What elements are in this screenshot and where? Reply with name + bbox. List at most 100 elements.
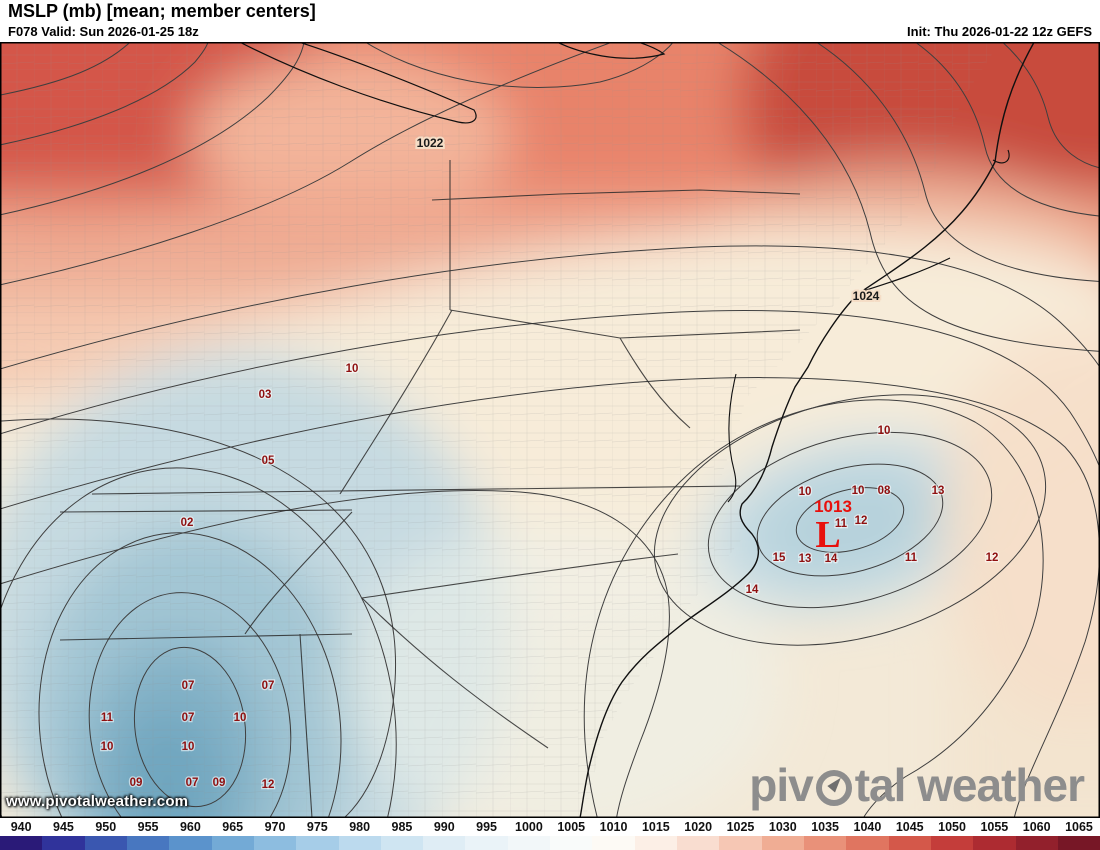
isobar-contours <box>0 42 1100 818</box>
colorbar-color-cell <box>507 836 551 850</box>
contour-labels: 1022 1024 <box>415 134 882 305</box>
colorbar-tick-label: 975 <box>306 820 328 834</box>
valid-time-label: F078 Valid: Sun 2026-01-25 18z <box>8 24 199 39</box>
colorbar-tick-labels: 940 945 950 955 960 965 970 975 980 985 990 995 1000… <box>0 818 1100 836</box>
colorbar-color-cell <box>465 836 508 850</box>
colorbar-tick-label: 1030 <box>768 820 797 834</box>
colorbar-tick-label: 1060 <box>1022 820 1051 834</box>
member-number: 11 <box>905 552 918 564</box>
colorbar-color-cell <box>677 836 720 850</box>
colorbar-color-cell <box>42 836 85 850</box>
member-number: 12 <box>855 515 868 527</box>
colorbar-tick-label: 1045 <box>895 820 924 834</box>
colorbar-tick-label: 1015 <box>641 820 670 834</box>
colorbar-tick-label: 950 <box>95 820 117 834</box>
colorbar-color-cell <box>338 836 381 850</box>
county-boundaries-texture <box>0 42 1000 818</box>
member-number: 07 <box>182 680 195 692</box>
member-number: 12 <box>262 779 275 791</box>
contour-label: 1022 <box>417 136 444 150</box>
colorbar-color-cell <box>84 836 127 850</box>
colorbar-color-cell <box>973 836 1016 850</box>
member-number: 12 <box>986 552 999 564</box>
colorbar-tick-label: 955 <box>137 820 159 834</box>
member-number: 09 <box>130 777 143 789</box>
member-number: 14 <box>746 584 759 596</box>
member-number: 08 <box>878 485 891 497</box>
low-center-symbol: L <box>815 514 840 556</box>
init-time-label: Init: Thu 2026-01-22 12z GEFS <box>907 24 1092 39</box>
member-number: 05 <box>262 455 275 467</box>
member-number: 07 <box>182 712 195 724</box>
colorbar-tick-label: 1000 <box>515 820 543 834</box>
colorbar-color-cell <box>803 836 847 850</box>
colorbar-tick-label: 1040 <box>853 820 882 834</box>
low-pressure-center: 1013 L <box>814 497 852 556</box>
colorbar-strip <box>0 836 1100 850</box>
colorbar-color-cell <box>930 836 974 850</box>
member-number: 03 <box>259 389 272 401</box>
colorbar-color-cell <box>550 836 593 850</box>
contour-label: 1024 <box>853 289 880 303</box>
colorbar-color-cell <box>126 836 170 850</box>
member-number: 10 <box>852 485 865 497</box>
coastline <box>238 42 1036 818</box>
pivotal-weather-logo: piv tal weather <box>749 759 1085 811</box>
colorbar-tick-label: 1025 <box>726 820 755 834</box>
member-number: 09 <box>213 777 226 789</box>
member-number: 11 <box>835 518 848 530</box>
forecast-map: 1022 1024 10 03 05 02 07 07 11 07 10 10 10 09 07 09 12 1… <box>0 42 1100 818</box>
colorbar-color-cell <box>592 836 635 850</box>
member-number: 10 <box>878 425 891 437</box>
colorbar-color-cell <box>846 836 889 850</box>
logo-text-right: tal weather <box>854 759 1085 811</box>
member-number: 11 <box>101 712 114 724</box>
colorbar-tick-label: 940 <box>10 820 32 834</box>
colorbar-color-cell <box>719 836 762 850</box>
colorbar-tick-label: 945 <box>53 820 74 834</box>
colorbar-color-cell <box>211 836 254 850</box>
colorbar-tick-label: 960 <box>179 820 201 834</box>
colorbar-color-cell <box>634 836 677 850</box>
member-number: 07 <box>262 680 275 692</box>
colorbar-tick-label: 1020 <box>684 820 713 834</box>
logo-text-left: piv <box>749 759 813 811</box>
member-numbers: 10 03 05 02 07 07 11 07 10 10 10 09 07 09 12 10 10 10 08 13… <box>99 362 999 793</box>
colorbar-color-cell <box>888 836 931 850</box>
colorbar-tick-label: 1055 <box>980 820 1009 834</box>
pivotal-logo-o-icon <box>815 770 852 806</box>
colorbar-tick-label: 1065 <box>1065 820 1093 834</box>
member-number: 13 <box>932 485 945 497</box>
member-number: 13 <box>799 553 812 565</box>
member-number: 07 <box>186 777 199 789</box>
colorbar-color-cell <box>296 836 339 850</box>
low-center-value: 1013 <box>814 497 852 516</box>
colorbar-color-cell <box>1015 836 1058 850</box>
member-number: 02 <box>181 517 194 529</box>
colorbar-tick-label: 1005 <box>557 820 586 834</box>
colorbar-tick-label: 980 <box>349 820 371 834</box>
map-header: MSLP (mb) [mean; member centers] F078 Va… <box>0 0 1100 42</box>
colorbar-color-cell <box>761 836 804 850</box>
colorbar-tick-label: 970 <box>264 820 286 834</box>
colorbar-tick-label: 995 <box>476 820 498 834</box>
colorbar-color-cell <box>1057 836 1100 850</box>
colorbar-tick-label: 1050 <box>938 820 966 834</box>
colorbar-tick-label: 1010 <box>599 820 628 834</box>
colorbar-tick-label: 965 <box>222 820 244 834</box>
colorbar-tick-label: 1035 <box>811 820 839 834</box>
colorbar-color-cell <box>423 836 466 850</box>
member-number: 15 <box>773 552 786 564</box>
member-number: 10 <box>234 712 247 724</box>
member-number: 10 <box>101 741 114 753</box>
member-number: 10 <box>799 486 812 498</box>
colorbar-color-cell <box>380 836 424 850</box>
member-number: 10 <box>182 741 195 753</box>
colorbar-color-cell <box>0 836 43 850</box>
member-number: 14 <box>825 553 838 565</box>
colorbar-tick-label: 985 <box>391 820 413 834</box>
colorbar-color-cell <box>169 836 212 850</box>
weathervane-needle-icon <box>827 774 845 793</box>
member-number: 10 <box>346 363 359 375</box>
